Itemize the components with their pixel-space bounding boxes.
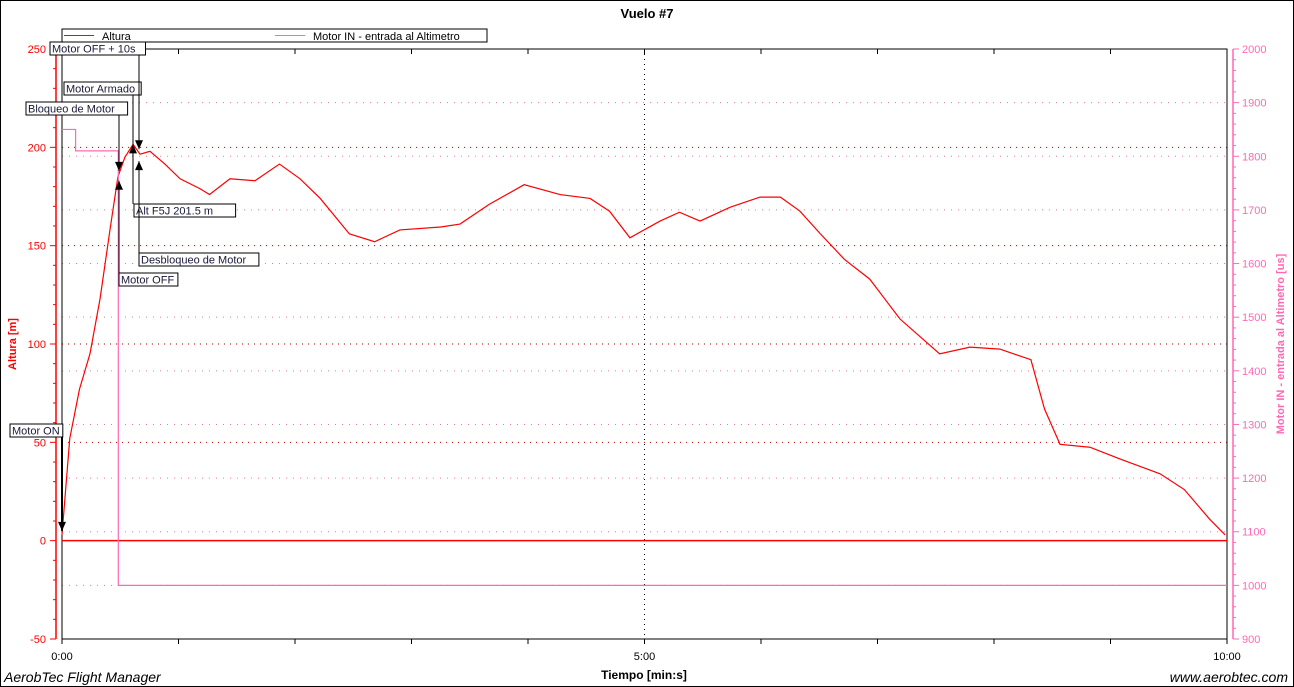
arrow-up-icon	[115, 180, 123, 190]
annotation-label: Motor ON	[12, 426, 60, 438]
y2-tick-label: 1800	[1242, 151, 1266, 163]
y2-axis-label: Motor IN - entrada al Altimetro [us]	[1275, 253, 1287, 434]
annotation-label: Alt F5J 201.5 m	[136, 206, 213, 218]
annotation-label: Bloqueo de Motor	[28, 104, 115, 116]
website-link[interactable]: www.aerobtec.com	[1169, 669, 1288, 685]
y-axis-label: Altura [m]	[7, 318, 19, 370]
series-line-1	[62, 128, 1227, 586]
annotation-label: Motor Armado	[66, 84, 135, 96]
y2-tick-label: 1900	[1242, 98, 1266, 110]
x-tick-label: 10:00	[1213, 651, 1241, 663]
y-tick-label: 0	[40, 536, 46, 548]
series-line-0	[61, 143, 1226, 536]
arrow-down-icon	[135, 140, 143, 150]
annotation-box	[133, 203, 237, 218]
y2-tick-label: 1300	[1242, 419, 1266, 431]
annotation-box	[138, 252, 260, 267]
y2-tick-label: 1500	[1242, 312, 1266, 324]
y2-tick-label: 1400	[1242, 366, 1266, 378]
y2-tick-label: 1000	[1242, 580, 1266, 592]
y2-tick-label: 2000	[1242, 44, 1266, 56]
y2-tick-label: 1200	[1242, 473, 1266, 485]
arrow-down-icon	[115, 161, 123, 171]
y-tick-label: 250	[28, 44, 46, 56]
annotation-box	[25, 101, 129, 116]
annotation-label: Motor OFF + 10s	[52, 44, 136, 56]
annotation-label: Motor OFF	[121, 275, 174, 287]
legend-entry: Altura	[102, 31, 132, 43]
x-axis-label: Tiempo [min:s]	[601, 668, 687, 682]
y-tick-label: 150	[28, 241, 46, 253]
y-tick-label: 100	[28, 339, 46, 351]
legend-box	[61, 28, 488, 43]
legend-entry: Motor IN - entrada al Altimetro	[313, 31, 460, 43]
annotation-box	[63, 81, 142, 96]
chart-title: Vuelo #7	[621, 6, 674, 21]
y2-tick-label: 1700	[1242, 205, 1266, 217]
y-tick-label: 200	[28, 142, 46, 154]
y2-tick-label: 1100	[1242, 527, 1266, 539]
y-tick-label: -50	[30, 634, 46, 646]
annotation-label: Desbloqueo de Motor	[141, 255, 247, 267]
y-tick-label: 50	[34, 437, 46, 449]
app-name: AerobTec Flight Manager	[4, 669, 161, 685]
arrow-up-icon	[135, 161, 143, 171]
arrow-down-icon	[58, 521, 66, 531]
y2-tick-label: 900	[1242, 634, 1260, 646]
y2-tick-label: 1600	[1242, 259, 1266, 271]
annotation-box	[118, 272, 179, 287]
x-tick-label: 0:00	[51, 651, 72, 663]
annotation-box	[49, 41, 146, 56]
x-tick-label: 5:00	[634, 651, 655, 663]
annotation-box	[9, 423, 64, 438]
